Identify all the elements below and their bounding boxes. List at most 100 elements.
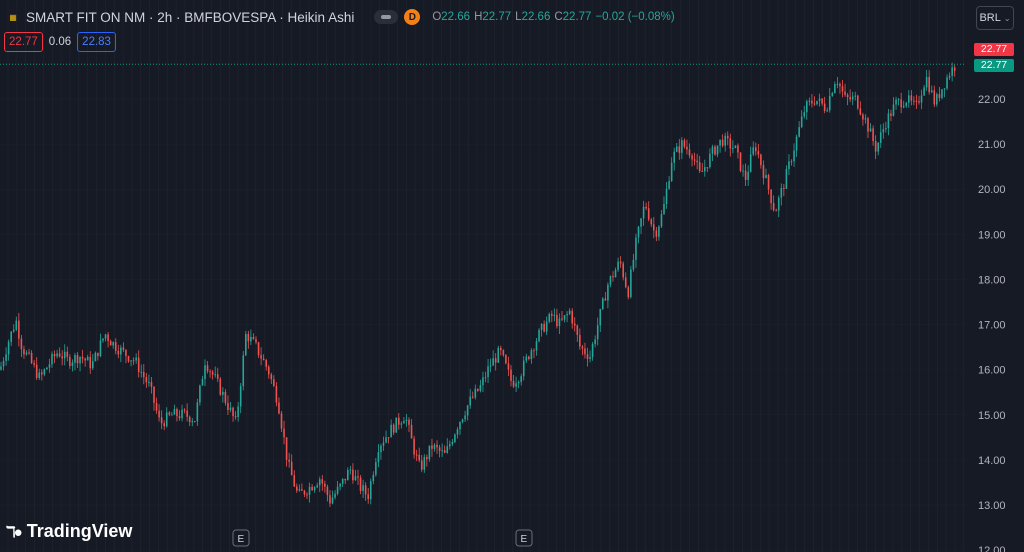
- candle-body: [742, 170, 744, 172]
- candle-body: [913, 100, 915, 102]
- candle-body: [925, 77, 928, 88]
- high-label: H: [474, 11, 483, 23]
- candle-body: [844, 91, 846, 95]
- candle-body: [471, 396, 474, 398]
- candle-body: [923, 87, 925, 96]
- candle-body: [188, 416, 191, 423]
- candle-body: [828, 95, 831, 111]
- candle-body: [650, 219, 653, 225]
- candle-body: [640, 218, 642, 227]
- candle-body: [69, 356, 71, 366]
- candle-body: [895, 99, 897, 105]
- exchange-logo-icon: ▦: [9, 12, 17, 22]
- candle-body: [941, 89, 943, 98]
- candle-body: [612, 276, 614, 278]
- candle-body: [806, 101, 808, 113]
- candle-body: [675, 146, 678, 152]
- candle-body: [209, 371, 211, 373]
- candle-body: [369, 481, 372, 500]
- candle-body: [303, 490, 306, 495]
- candle-body: [267, 366, 270, 375]
- candle-body: [296, 486, 298, 491]
- candle-body: [329, 495, 331, 504]
- candle-body: [375, 462, 377, 475]
- candle-body: [171, 414, 173, 416]
- candle-body: [719, 139, 721, 146]
- candle-body: [53, 353, 56, 357]
- candle-body: [446, 446, 449, 453]
- visibility-toggle-icon[interactable]: [374, 10, 399, 24]
- candle-body: [556, 314, 558, 327]
- candle-body: [530, 350, 533, 359]
- candle-body: [89, 356, 92, 369]
- candle-body: [176, 408, 178, 417]
- candle-body: [130, 360, 132, 362]
- candle-body: [635, 237, 637, 260]
- symbol-title[interactable]: SMART FIT ON NM · 2h · BMFBOVESPA · Heik…: [26, 9, 355, 25]
- candle-body: [525, 356, 528, 361]
- candle-body: [558, 318, 561, 327]
- candle-body: [135, 357, 137, 361]
- candle-body: [433, 444, 436, 449]
- candle-body: [469, 396, 471, 406]
- candle-body: [591, 344, 594, 358]
- candle-body: [137, 357, 140, 373]
- candle-body: [816, 100, 818, 105]
- candle-body: [510, 369, 512, 381]
- candle-body: [691, 155, 693, 160]
- candle-body: [576, 325, 579, 335]
- candle-body: [609, 276, 612, 285]
- candle-body: [627, 287, 630, 298]
- candle-body: [489, 365, 492, 367]
- price-axis: 12.00 13.00 14.00 15.00 16.00 17.00 18.00 19.00…: [978, 94, 1006, 552]
- candle-body: [420, 460, 423, 470]
- candle-body: [104, 334, 107, 339]
- candle-body: [760, 154, 762, 166]
- candle-body: [599, 309, 602, 326]
- candle-body: [436, 444, 438, 448]
- candle-body: [645, 206, 647, 209]
- currency-selector[interactable]: BRL ⌄: [976, 6, 1014, 30]
- candle-body: [28, 352, 30, 354]
- last-price-tag: 22.77: [974, 59, 1014, 72]
- candle-body: [441, 450, 443, 452]
- candle-body: [324, 483, 326, 487]
- candle-body: [2, 360, 5, 367]
- candle-body: [30, 352, 33, 363]
- tradingview-logo[interactable]: ℸ● TradingView: [6, 521, 132, 542]
- price-tick-label: 18.00: [978, 274, 1006, 286]
- candle-body: [395, 417, 398, 433]
- candle-body: [196, 402, 199, 422]
- candle-body: [686, 146, 688, 150]
- delay-badge[interactable]: D: [404, 9, 421, 25]
- high-value: 22.77: [482, 11, 512, 23]
- earnings-marker: [515, 529, 533, 547]
- candle-body: [227, 402, 229, 410]
- candle-body: [885, 128, 887, 130]
- candle-body: [696, 160, 698, 163]
- candle-body: [234, 416, 237, 418]
- candle-body: [298, 489, 301, 491]
- ask-price-button[interactable]: 22.83: [77, 32, 116, 52]
- candle-body: [882, 129, 885, 133]
- candle-body: [206, 365, 209, 372]
- bid-price-button[interactable]: 22.77: [4, 32, 43, 52]
- candle-body: [938, 94, 941, 98]
- candle-body: [438, 447, 441, 451]
- candle-body: [7, 341, 10, 355]
- chevron-down-icon: ⌄: [1003, 13, 1011, 23]
- candles: [0, 62, 956, 507]
- candle-body: [897, 99, 900, 101]
- candle-body: [127, 356, 130, 362]
- candle-body: [892, 104, 895, 116]
- candle-body: [58, 353, 61, 357]
- candle-body: [306, 494, 308, 496]
- open-label: O: [432, 11, 442, 23]
- candle-body: [237, 406, 239, 418]
- low-value: 22.66: [521, 11, 551, 23]
- earnings-marker-label: E: [238, 534, 245, 545]
- candle-body: [308, 486, 311, 495]
- candle-body: [219, 378, 222, 395]
- candle-body: [163, 423, 165, 427]
